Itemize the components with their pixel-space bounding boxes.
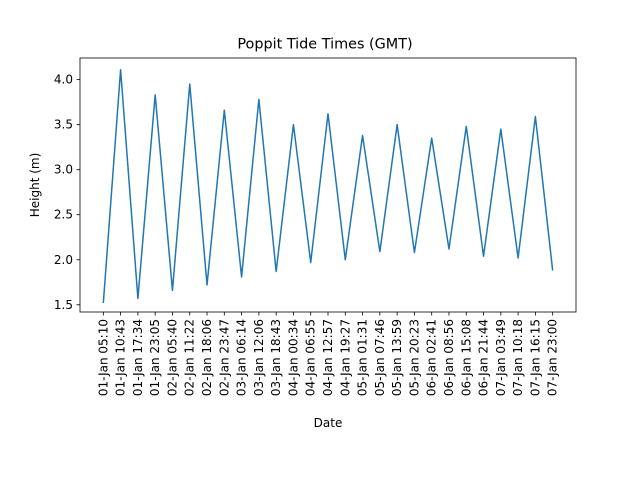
- x-tick-label: 06-Jan 02:41: [425, 319, 439, 396]
- x-tick-label: 02-Jan 11:22: [183, 319, 197, 396]
- x-tick-label: 07-Jan 03:49: [494, 319, 508, 396]
- x-tick-label: 04-Jan 19:27: [338, 319, 352, 396]
- x-tick-label: 07-Jan 23:00: [546, 319, 560, 396]
- x-tick-label: 01-Jan 10:43: [114, 319, 128, 396]
- y-tick-label: 1.5: [54, 298, 73, 312]
- x-axis-label: Date: [314, 416, 343, 430]
- x-tick-label: 04-Jan 00:34: [286, 319, 300, 396]
- chart-title: Poppit Tide Times (GMT): [237, 37, 412, 53]
- x-tick-label: 02-Jan 23:47: [217, 319, 231, 396]
- x-tick-label: 03-Jan 18:43: [269, 319, 283, 396]
- x-tick-label: 06-Jan 21:44: [477, 319, 491, 396]
- x-tick-label: 01-Jan 23:05: [148, 319, 162, 396]
- y-axis-label: Height (m): [28, 153, 42, 218]
- x-tick-label: 05-Jan 07:46: [373, 319, 387, 396]
- x-tick-label: 01-Jan 05:10: [96, 319, 110, 396]
- y-tick-label: 3.5: [54, 118, 73, 132]
- x-tick-label: 02-Jan 18:06: [200, 319, 214, 396]
- x-tick-label: 06-Jan 08:56: [442, 319, 456, 396]
- x-tick-label: 04-Jan 12:57: [321, 319, 335, 396]
- y-tick-label: 2.0: [54, 253, 73, 267]
- x-tick-label: 02-Jan 05:40: [165, 319, 179, 396]
- x-tick-label: 05-Jan 01:31: [356, 319, 370, 396]
- x-tick-label: 01-Jan 17:34: [131, 319, 145, 396]
- y-tick-label: 2.5: [54, 208, 73, 222]
- x-tick-label: 06-Jan 15:08: [459, 319, 473, 396]
- y-tick-label: 3.0: [54, 163, 73, 177]
- x-axis: 01-Jan 05:10 01-Jan 10:43 01-Jan 17:34 01-J…: [96, 312, 560, 396]
- y-tick-label: 4.0: [54, 73, 73, 87]
- x-tick-label: 03-Jan 06:14: [235, 319, 249, 396]
- x-tick-label: 03-Jan 12:06: [252, 319, 266, 396]
- x-tick-label: 07-Jan 10:18: [511, 319, 525, 396]
- series-line-0: [102, 68, 554, 304]
- x-tick-label: 05-Jan 13:59: [390, 319, 404, 396]
- y-axis: 1.5 2.0 2.5 3.0 3.5 4.0: [54, 73, 80, 312]
- x-tick-label: 05-Jan 20:23: [407, 319, 421, 396]
- x-tick-label: 04-Jan 06:55: [304, 319, 318, 396]
- x-tick-label: 07-Jan 16:15: [528, 319, 542, 396]
